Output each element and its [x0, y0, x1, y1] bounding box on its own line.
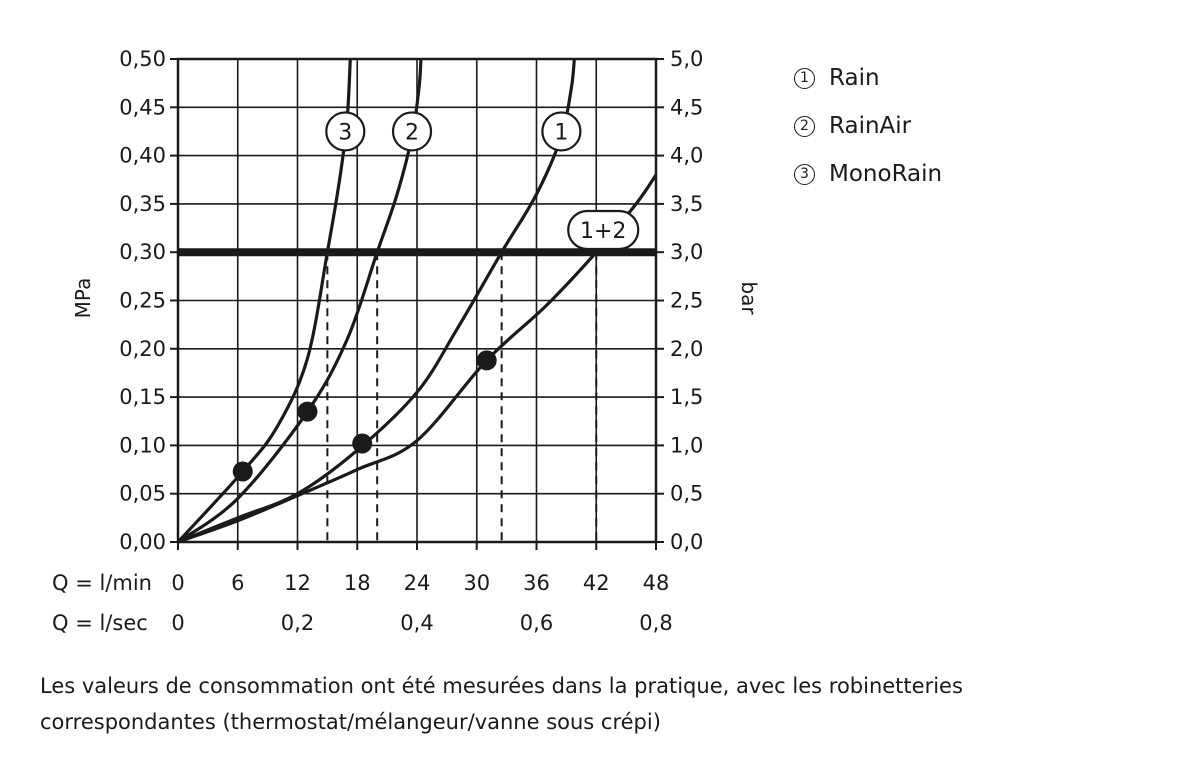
y-left-tick-label: 0,20	[119, 337, 166, 361]
series-line-2	[177, 58, 423, 544]
x-tick-label-lsec: 0	[171, 611, 184, 635]
y-right-tick-label: 4,5	[670, 95, 703, 119]
y-right-tick-label: 4,0	[670, 144, 703, 168]
series-marker-3	[232, 461, 253, 482]
curve-tag-bubble-1	[541, 111, 582, 152]
legend: 1 Rain 2 RainAir 3 MonoRain	[794, 54, 942, 198]
x-tick-label-lsec: 0,2	[281, 611, 314, 635]
curve-tag-bubble-2	[391, 111, 433, 152]
y-right-tick-label: 2,0	[670, 337, 703, 361]
legend-label: Rain	[829, 65, 880, 91]
series-marker-1-plus-2	[476, 350, 497, 371]
y-right-tick-label: 3,5	[670, 192, 703, 216]
x-axis-label-lmin: Q = l/min	[52, 571, 152, 595]
x-tick-label-lmin: 36	[523, 571, 550, 595]
y-left-tick-label: 0,00	[119, 530, 166, 554]
flow-pressure-chart: 0,000,050,100,150,200,250,300,350,400,45…	[52, 47, 761, 635]
y-left-tick-label: 0,50	[119, 47, 166, 71]
reference-drop-lines	[326, 252, 598, 542]
legend-item-rainair: 2 RainAir	[794, 102, 942, 150]
y-right-tick-label: 1,5	[670, 385, 703, 409]
x-tick-label-lmin: 6	[231, 571, 244, 595]
tick-labels: 0,000,050,100,150,200,250,300,350,400,45…	[119, 47, 703, 635]
y-left-tick-label: 0,10	[119, 433, 166, 457]
y-left-tick-label: 0,40	[119, 144, 166, 168]
x-tick-label-lmin: 18	[344, 571, 371, 595]
legend-item-monorain: 3 MonoRain	[794, 150, 942, 198]
y-left-tick-label: 0,30	[119, 240, 166, 264]
y-right-tick-label: 3,0	[670, 240, 703, 264]
series-marker-1	[352, 433, 373, 454]
x-tick-label-lsec: 0,8	[639, 611, 672, 635]
y-right-axis-label: bar	[737, 281, 761, 315]
y-left-tick-label: 0,35	[119, 192, 166, 216]
x-tick-label-lmin: 0	[171, 571, 184, 595]
caption-line-1: Les valeurs de consommation ont été mesu…	[40, 674, 963, 698]
y-right-tick-label: 0,0	[670, 530, 703, 554]
legend-label: RainAir	[829, 113, 912, 139]
curve-tag-label-2: 2	[405, 120, 419, 145]
legend-item-rain: 1 Rain	[794, 54, 942, 102]
caption-line-2: correspondantes (thermostat/mélangeur/va…	[40, 710, 661, 734]
y-left-tick-label: 0,25	[119, 289, 166, 313]
y-left-tick-label: 0,15	[119, 385, 166, 409]
x-tick-label-lmin: 12	[284, 571, 311, 595]
x-tick-label-lmin: 24	[404, 571, 431, 595]
y-right-tick-label: 5,0	[670, 47, 703, 71]
x-tick-label-lmin: 30	[463, 571, 490, 595]
curve-tag-label-1: 1	[554, 120, 568, 145]
curve-tag-label-3: 3	[338, 120, 352, 145]
y-left-axis-label: MPa	[71, 278, 95, 319]
legend-label: MonoRain	[829, 161, 943, 187]
curve-tag-bubble-3	[325, 111, 366, 152]
curve-tag-bubble-1-plus-2	[567, 209, 640, 251]
y-right-tick-label: 0,5	[670, 482, 703, 506]
plot-frame	[170, 57, 664, 550]
y-right-tick-label: 2,5	[670, 289, 703, 313]
y-right-tick-label: 1,0	[670, 433, 703, 457]
x-tick-label-lmin: 48	[643, 571, 670, 595]
x-tick-label-lsec: 0,6	[520, 611, 553, 635]
curve-tags: 1 2 3 1+2	[325, 111, 640, 251]
legend-number: 2	[794, 115, 815, 137]
y-left-tick-label: 0,05	[119, 482, 166, 506]
y-left-tick-label: 0,45	[119, 95, 166, 119]
x-tick-label-lmin: 42	[583, 571, 610, 595]
legend-number: 1	[794, 67, 815, 89]
curve-tag-label-1-plus-2: 1+2	[580, 219, 626, 244]
series-marker-2	[297, 401, 318, 422]
x-axis-label-lsec: Q = l/sec	[52, 611, 148, 635]
measurement-caption: Les valeurs de consommation ont été mesu…	[40, 668, 1140, 740]
x-tick-label-lsec: 0,4	[400, 611, 433, 635]
legend-number: 3	[794, 163, 815, 185]
